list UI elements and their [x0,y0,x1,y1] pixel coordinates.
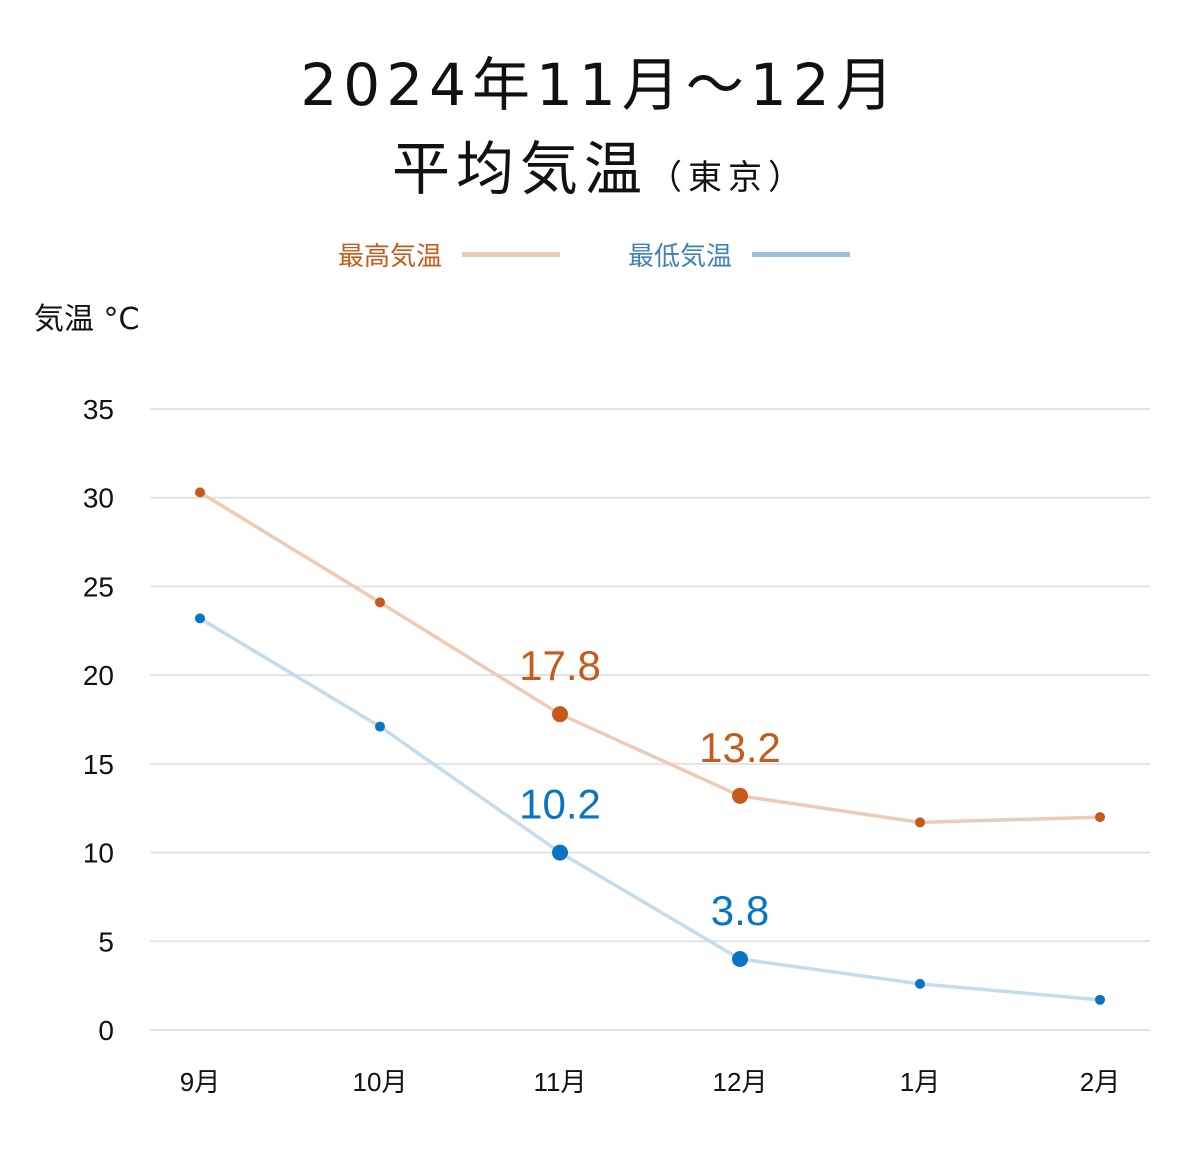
x-tick-label: 2月 [1080,1067,1120,1097]
data-point-low [195,613,205,624]
y-tick-label: 15 [83,749,114,780]
y-tick-label: 20 [83,660,114,691]
data-point-high [915,817,925,828]
x-tick-label: 1月 [900,1067,940,1097]
data-point-low [732,951,748,968]
y-tick-label: 5 [98,926,114,957]
series-line-high [199,490,1101,825]
data-label-low: 3.8 [711,887,769,934]
data-point-low [552,844,568,861]
data-point-high [732,787,748,804]
data-point-high [1095,812,1105,823]
y-tick-label: 30 [83,483,114,514]
data-label-high: 17.8 [519,642,601,689]
legend-item-high: 最高気温 [338,236,561,273]
data-point-low [915,978,925,989]
data-point-high [375,597,385,608]
data-point-low [1095,994,1105,1005]
data-label-low: 10.2 [519,781,601,828]
chart-title-location: （東京） [648,158,808,198]
chart-title-main: 平均気温 [391,135,648,203]
x-tick-label: 10月 [353,1067,408,1097]
legend-item-low: 最低気温 [628,236,851,273]
x-tick-label: 11月 [534,1067,587,1097]
data-point-high [552,706,568,723]
legend-label-low: 最低気温 [628,242,733,272]
chart-title-line2: 平均気温（東京） [0,122,1200,206]
y-tick-label: 35 [83,394,114,425]
x-tick-label: 12月 [713,1067,768,1097]
data-point-low [375,721,385,732]
x-tick-label: 9月 [180,1067,220,1097]
legend-line-low [752,252,851,257]
y-tick-label: 0 [98,1015,114,1046]
data-label-high: 13.2 [699,724,781,771]
legend: 最高気温 最低気温 [0,236,1200,276]
y-tick-label: 25 [83,571,114,602]
data-point-high [195,487,205,498]
y-tick-label: 10 [83,838,114,869]
legend-line-high [462,252,561,257]
series-line-low [199,616,1101,1002]
y-axis-label: 気温 °C [34,302,140,337]
chart-title-line1: 2024年11月〜12月 [300,51,900,119]
legend-label-high: 最高気温 [338,242,443,272]
